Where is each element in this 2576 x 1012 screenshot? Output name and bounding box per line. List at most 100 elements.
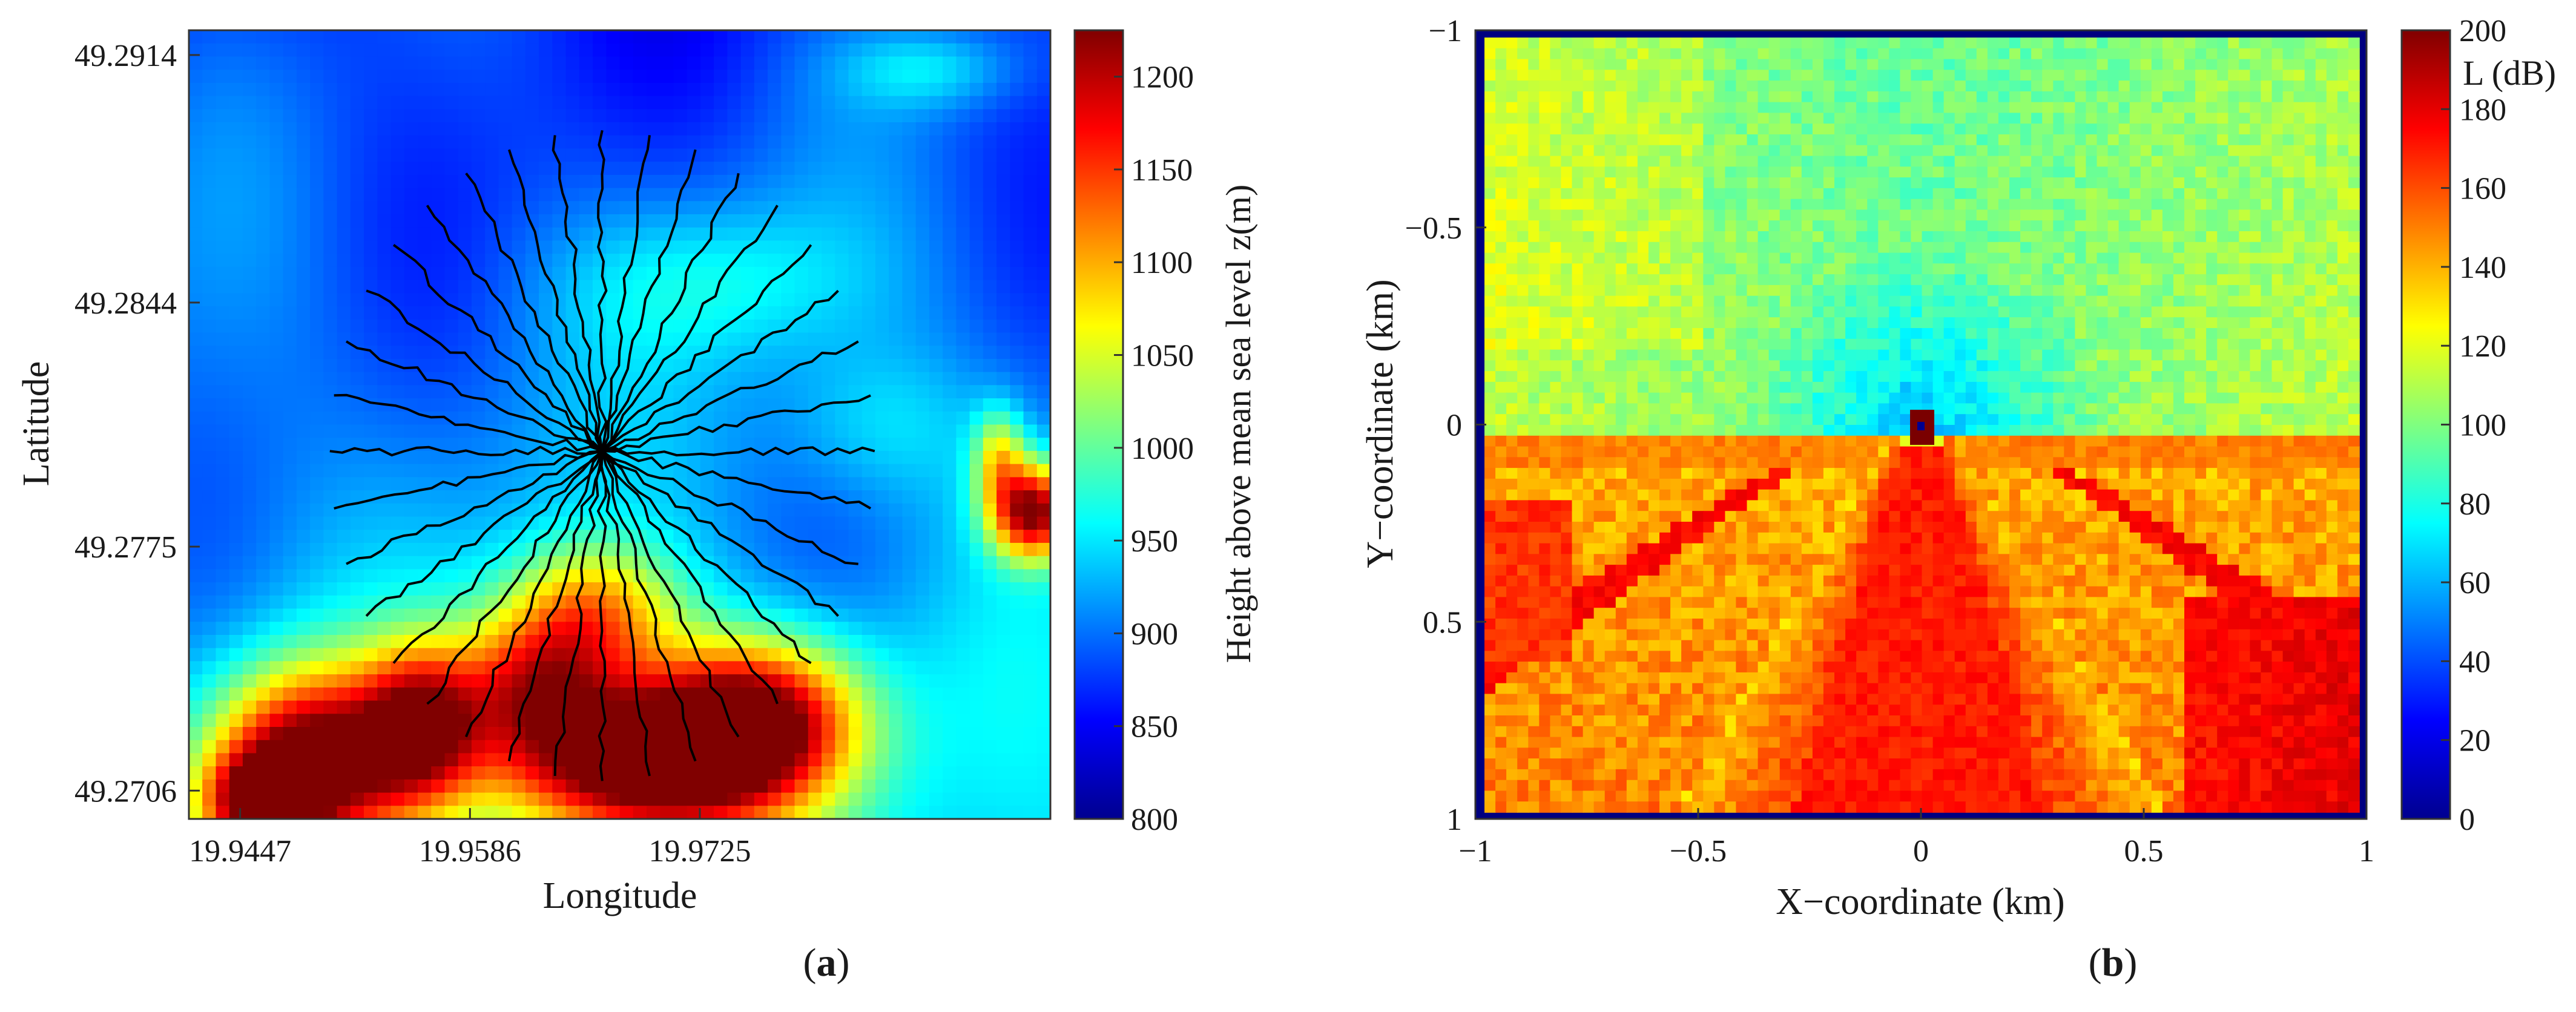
terrain-cell (781, 622, 796, 636)
terrain-cell (848, 516, 863, 530)
terrain-cell (364, 753, 378, 767)
terrain-cell (633, 766, 647, 780)
terrain-cell (229, 56, 243, 70)
terrain-cell (1023, 254, 1038, 268)
terrain-cell (269, 293, 284, 307)
terrain-cell (822, 792, 835, 807)
path-loss-cell (2282, 134, 2294, 146)
terrain-cell (525, 266, 539, 281)
terrain-cell (216, 766, 230, 780)
terrain-cell (647, 214, 660, 228)
path-loss-cell (2118, 145, 2130, 157)
terrain-cell (647, 806, 660, 820)
terrain-cell (822, 162, 835, 176)
terrain-cell (822, 188, 835, 202)
terrain-cell (539, 43, 553, 58)
terrain-cell (822, 174, 835, 189)
path-loss-cell (1615, 102, 1627, 114)
terrain-cell (216, 516, 230, 530)
terrain-cell (444, 464, 459, 478)
terrain-cell (983, 608, 997, 622)
path-loss-cell (1900, 91, 1912, 103)
terrain-cell (619, 753, 634, 767)
terrain-cell (983, 740, 997, 754)
terrain-cell (660, 635, 674, 649)
path-loss-cell (1736, 59, 1748, 71)
terrain-cell (647, 122, 660, 136)
path-loss-cell (2009, 123, 2021, 135)
path-loss-cell (1812, 156, 1824, 168)
terrain-cell (781, 464, 796, 478)
terrain-cell (498, 411, 513, 426)
path-loss-cell (1615, 48, 1627, 60)
terrain-cell (202, 135, 217, 150)
terrain-cell (929, 214, 943, 228)
terrain-cell (296, 779, 311, 794)
terrain-cell (458, 358, 472, 373)
terrain-cell (835, 674, 849, 688)
terrain-cell (404, 622, 418, 636)
terrain-cell (889, 266, 903, 281)
profile-line (392, 243, 603, 453)
terrain-cell (216, 464, 230, 478)
terrain-cell (915, 293, 930, 307)
terrain-cell (310, 162, 324, 176)
path-loss-cell (2348, 166, 2360, 178)
terrain-cell (754, 201, 768, 215)
terrain-cell (364, 293, 378, 307)
terrain-cell (364, 227, 378, 242)
terrain-cell (364, 516, 378, 530)
terrain-cell (242, 608, 257, 622)
terrain-cell (498, 122, 513, 136)
path-loss-cell (1823, 166, 1835, 178)
terrain-cell (889, 227, 903, 242)
terrain-cell (781, 254, 796, 268)
path-loss-cell (1528, 70, 1540, 81)
terrain-cell (525, 806, 539, 820)
terrain-cell (943, 227, 957, 242)
profile-line (334, 393, 603, 453)
terrain-cell (606, 346, 621, 360)
terrain-cell (915, 714, 930, 728)
terrain-cell (431, 385, 446, 399)
path-loss-cell (2075, 156, 2087, 168)
terrain-cell (189, 424, 203, 438)
terrain-cell (431, 542, 446, 557)
terrain-cell (390, 464, 405, 478)
terrain-cell (929, 424, 943, 438)
terrain-cell (619, 122, 634, 136)
terrain-cell (498, 740, 513, 754)
terrain-cell (202, 332, 217, 346)
terrain-cell (727, 227, 742, 242)
terrain-cell (525, 714, 539, 728)
path-loss-cell (1812, 70, 1824, 81)
terrain-cell (377, 674, 392, 688)
terrain-cell (283, 438, 297, 452)
terrain-cell (633, 266, 647, 281)
terrain-cell (242, 70, 257, 84)
terrain-cell (350, 792, 364, 807)
terrain-cell (943, 122, 957, 136)
terrain-cell (579, 201, 593, 215)
terrain-cell (1010, 240, 1024, 254)
path-loss-cell (1670, 166, 1682, 178)
path-loss-cell (1812, 145, 1824, 157)
terrain-cell (310, 398, 324, 412)
terrain-cell (956, 740, 970, 754)
path-loss-cell (1911, 102, 1923, 114)
path-loss-cell (1954, 166, 1966, 178)
terrain-cell (861, 306, 876, 320)
terrain-cell (229, 135, 243, 150)
terrain-cell (889, 779, 903, 794)
path-loss-cell (1790, 145, 1802, 157)
path-loss-cell (2184, 166, 2196, 178)
terrain-cell (364, 674, 378, 688)
terrain-cell (444, 411, 459, 426)
terrain-cell (660, 372, 674, 386)
terrain-cell (983, 556, 997, 570)
terrain-cell (983, 174, 997, 189)
terrain-cell (1010, 792, 1024, 807)
path-loss-cell (1834, 38, 1846, 49)
terrain-cell (471, 740, 486, 754)
terrain-cell (229, 319, 243, 334)
